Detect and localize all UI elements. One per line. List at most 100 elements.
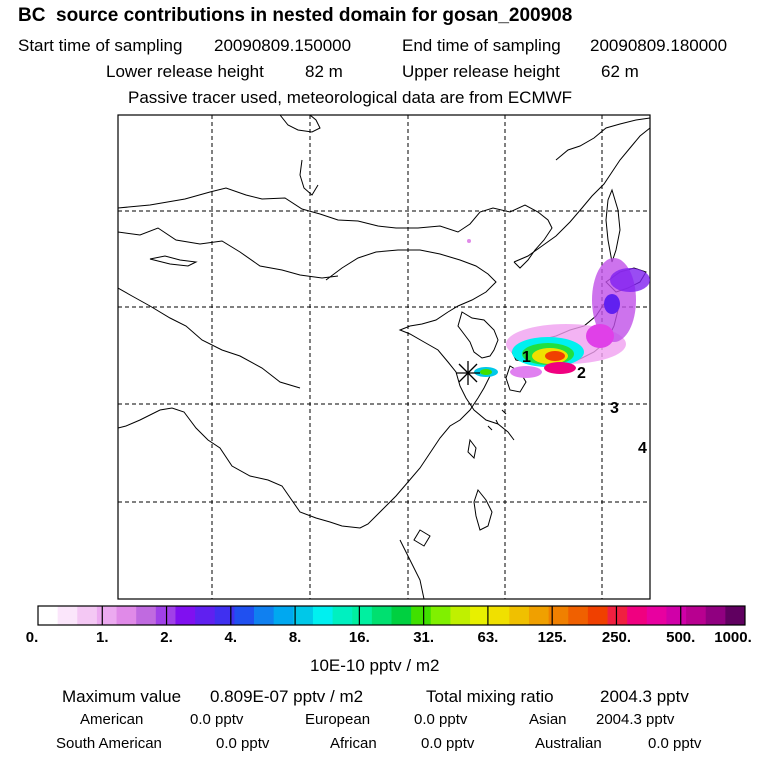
max-value-label: Maximum value	[62, 687, 182, 706]
border-north	[118, 187, 553, 269]
region-name-european: European	[305, 711, 371, 728]
colorbar-cell	[705, 606, 726, 625]
region-name-australian: Australian	[535, 735, 602, 752]
colorbar-cell	[38, 606, 59, 625]
bc-contribution-field	[467, 239, 650, 378]
colorbar-cell	[686, 606, 707, 625]
max-value: 0.809E-07 pptv / m2	[210, 687, 364, 706]
colorbar-cell	[195, 606, 216, 625]
colorbar-tick-label: 31.	[413, 629, 435, 646]
colorbar-cell	[175, 606, 196, 625]
colorbar-cell	[96, 606, 117, 625]
region-name-asian: Asian	[529, 711, 567, 728]
colorbar-tick-label: 16.	[348, 629, 370, 646]
trajectory-label-1: 1	[522, 349, 531, 366]
philippines-islands	[473, 488, 493, 531]
asterisk-icon	[456, 361, 480, 385]
colorbar-cell	[509, 606, 530, 625]
coast-china-east	[398, 311, 515, 441]
end-time-value: 20090809.180000	[590, 36, 728, 55]
region-name-south-american: South American	[56, 735, 162, 752]
colorbar-cell	[371, 606, 392, 625]
trajectory-label-3: 3	[610, 400, 619, 417]
start-time-label: Start time of sampling	[18, 36, 183, 55]
region-value-american: 0.0 pptv	[190, 711, 244, 728]
map-gridlines	[118, 115, 650, 599]
colorbar-cell	[254, 606, 275, 625]
colorbar-tick-label: 1.	[96, 629, 109, 646]
end-time-label: End time of sampling	[402, 36, 561, 55]
lake-baikal	[299, 159, 319, 196]
colorbar-cell	[273, 606, 294, 625]
total-mixing-label: Total mixing ratio	[426, 687, 554, 706]
colorbar-tick-label: 8.	[288, 629, 302, 646]
upper-release-label: Upper release height	[402, 62, 560, 81]
colorbar-cell	[489, 606, 510, 625]
korea-peninsula	[457, 311, 499, 359]
plot-title: BC source contributions in nested domain…	[18, 5, 573, 26]
colorbar-cell	[450, 606, 471, 625]
region-value-south-american: 0.0 pptv	[216, 735, 270, 752]
colorbar-cell	[57, 606, 78, 625]
colorbar-tick-label: 500.	[666, 629, 696, 646]
region-value-european: 0.0 pptv	[414, 711, 468, 728]
colorbar-tick-label: 4.	[224, 629, 238, 646]
colorbar-cell	[391, 606, 412, 625]
tracer-note: Passive tracer used, meteorological data…	[128, 88, 573, 107]
upper-release-value: 62 m	[601, 62, 639, 81]
region-name-american: American	[80, 711, 144, 728]
colorbar-cell	[646, 606, 667, 625]
colorbar-cell	[411, 606, 432, 625]
region-value-african: 0.0 pptv	[421, 735, 475, 752]
colorbar-cell	[470, 606, 491, 625]
colorbar-tick-label: 0.	[25, 629, 39, 646]
colorbar-cell	[528, 606, 550, 625]
border-sea	[118, 375, 491, 529]
trajectory-label-2: 2	[577, 365, 586, 382]
hainan-island	[413, 529, 431, 547]
coast-russia-east	[513, 127, 650, 263]
coastlines-borders	[118, 115, 650, 599]
start-time-value: 20090809.150000	[214, 36, 352, 55]
colorbar-cell	[587, 606, 608, 625]
lower-release-value: 82 m	[305, 62, 343, 81]
colorbar-tick-label: 250.	[601, 629, 632, 646]
border-kazakh	[118, 227, 339, 279]
region-value-asian: 2004.3 pptv	[596, 711, 675, 728]
colorbar-cell	[116, 606, 137, 625]
colorbar-frame	[37, 605, 746, 626]
colorbar-cell	[548, 606, 569, 625]
colorbar-cell	[725, 606, 746, 625]
ryukyu-islands	[487, 409, 507, 431]
colorbar-tick-label: 1000.	[714, 629, 752, 646]
colorbar-tick-label: 63.	[477, 629, 499, 646]
indochina-coast	[399, 539, 425, 599]
taiwan-island	[467, 438, 477, 460]
colorbar-cell	[234, 606, 255, 625]
colorbar-cell	[214, 606, 235, 625]
border-mongolia	[325, 249, 497, 313]
colorbar-cell	[77, 606, 98, 625]
lower-release-label: Lower release height	[106, 62, 264, 81]
colorbar-cell	[568, 606, 589, 625]
colorbar-cell	[352, 606, 373, 625]
colorbar-cell	[293, 606, 314, 625]
colorbar-cell	[332, 606, 353, 625]
region-name-african: African	[330, 735, 377, 752]
colorbar-cell	[155, 606, 176, 625]
kamchatka-coast	[555, 117, 650, 161]
colorbar-cell	[136, 606, 157, 625]
total-mixing-value: 2004.3 pptv	[600, 687, 689, 706]
colorbar-cell	[666, 606, 687, 625]
border-nepal	[118, 287, 301, 389]
colorbar-cell	[607, 606, 628, 625]
colorbar-cell	[430, 606, 451, 625]
colorbar-tick-label: 2.	[160, 629, 173, 646]
trajectory-label-4: 4	[638, 440, 647, 457]
colorbar-unit: 10E-10 pptv / m2	[310, 656, 440, 675]
lake-balkhash	[149, 255, 198, 267]
region-value-australian: 0.0 pptv	[648, 735, 702, 752]
coast-russia-north	[279, 115, 321, 133]
